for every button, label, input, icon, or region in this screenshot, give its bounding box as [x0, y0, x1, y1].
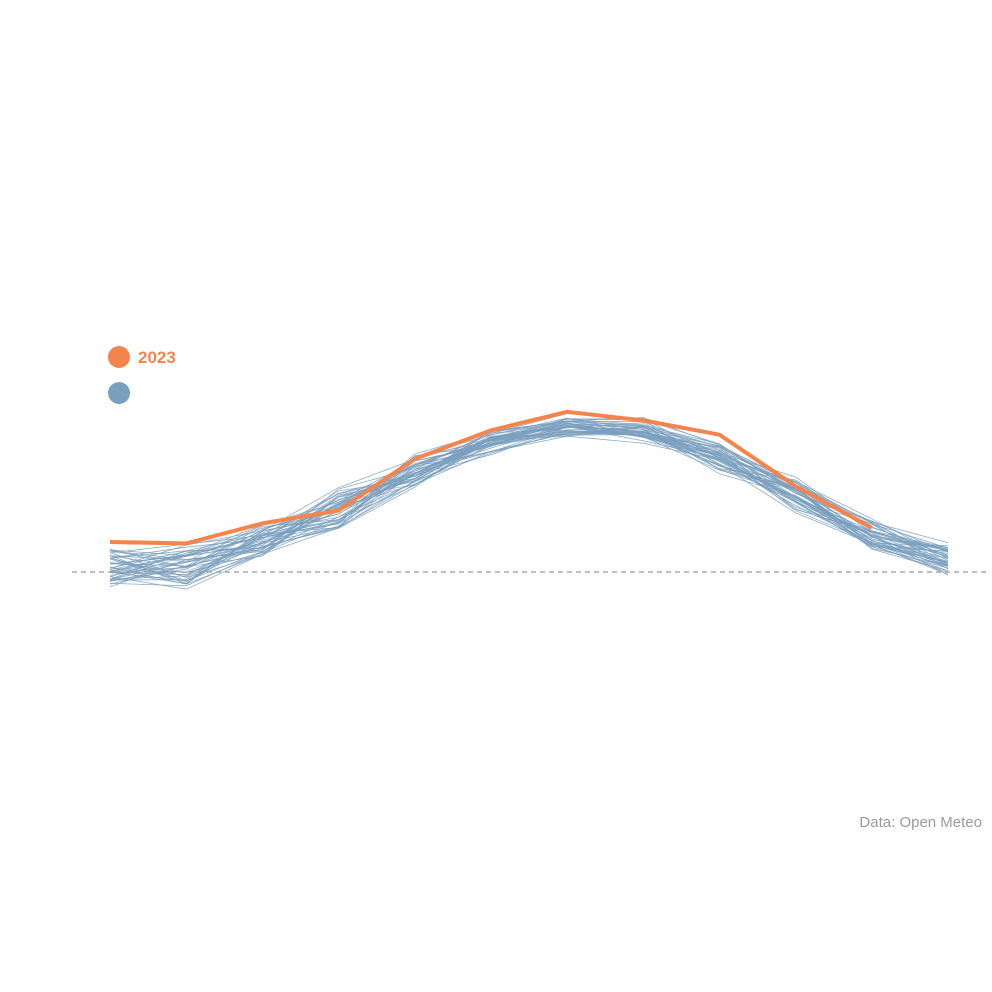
historical-series-line [109, 426, 949, 585]
historical-series-line [109, 418, 949, 569]
series-line-2023 [109, 409, 873, 546]
historical-series-line [109, 417, 949, 559]
legend: 2023 [108, 346, 176, 404]
historical-series-line [109, 418, 949, 569]
historical-series-line [109, 431, 949, 581]
legend-label-2023: 2023 [138, 348, 176, 367]
historical-series-line [109, 421, 949, 572]
historical-series-line [109, 426, 949, 557]
historical-series-line [109, 425, 949, 582]
source-note: Data: Open Meteo [859, 814, 982, 831]
legend-swatch-2023 [108, 346, 130, 368]
historical-series-line [109, 423, 949, 578]
legend-swatch-historical [108, 382, 130, 404]
historical-series-line [109, 423, 949, 569]
